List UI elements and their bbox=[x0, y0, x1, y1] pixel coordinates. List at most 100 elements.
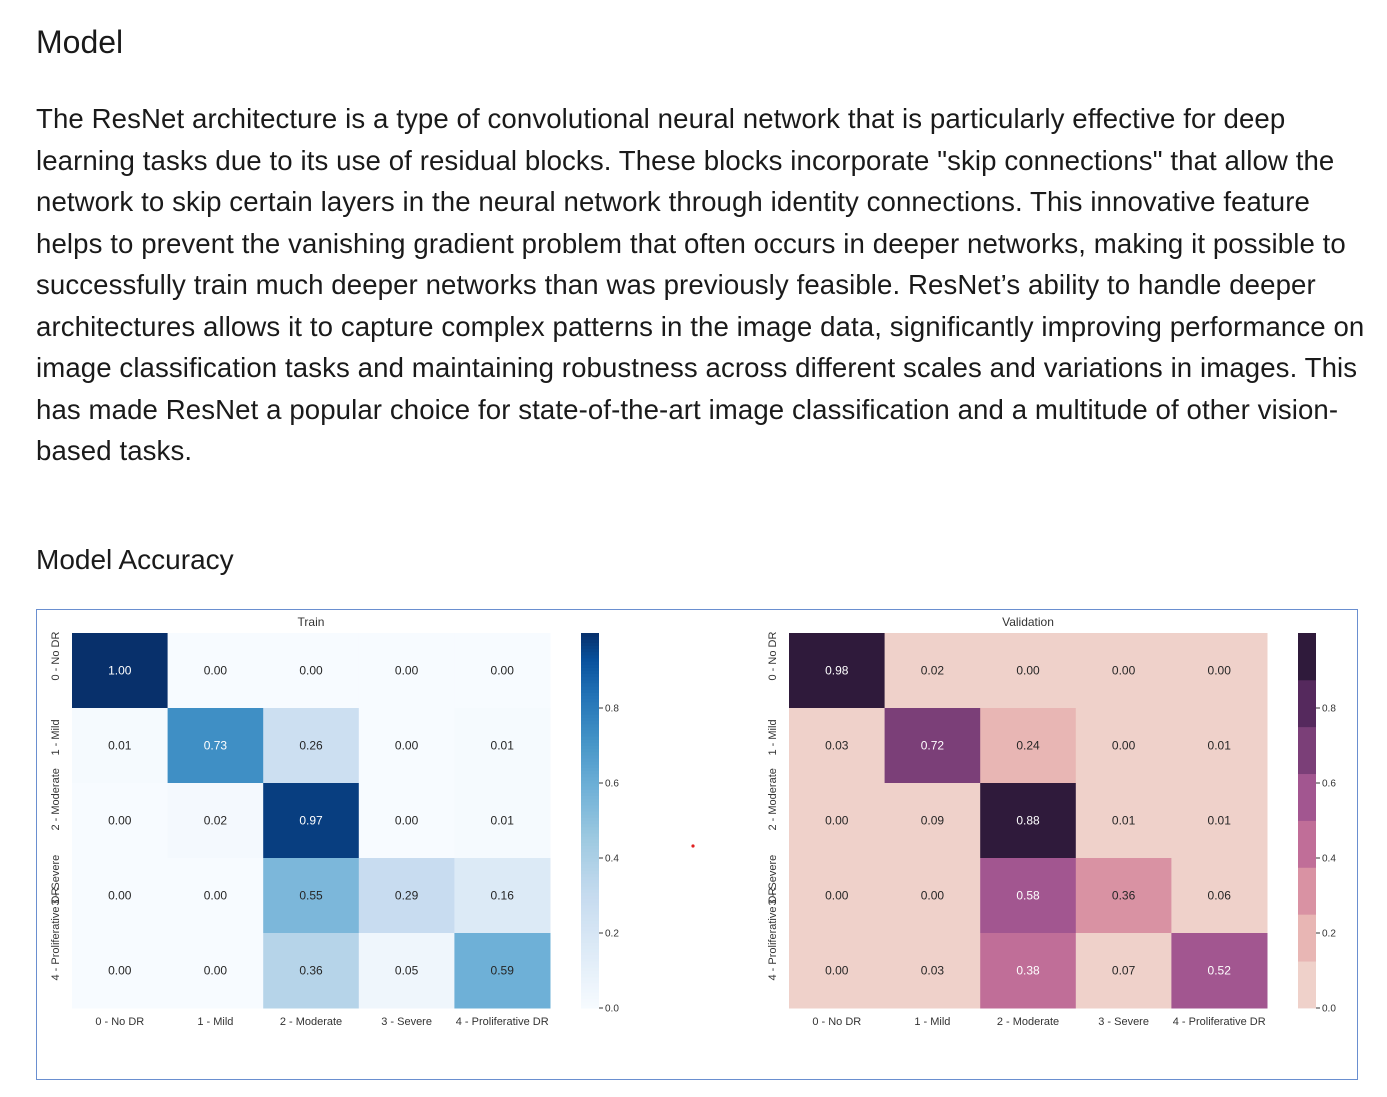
colorbar-band bbox=[581, 904, 599, 909]
x-tick-label: 0 - No DR bbox=[95, 1016, 144, 1028]
cell-value-label: 0.88 bbox=[1016, 814, 1040, 828]
heatmap-cell bbox=[789, 708, 886, 784]
colorbar-band bbox=[581, 679, 599, 684]
cell-value-label: 0.00 bbox=[108, 814, 132, 828]
heatmap-cell bbox=[454, 708, 551, 784]
y-tick-label: 0 - No DR bbox=[50, 632, 62, 681]
colorbar-band bbox=[581, 842, 599, 846]
colorbar-band bbox=[581, 701, 599, 706]
heatmap-cell bbox=[1075, 633, 1172, 709]
colorbar-band bbox=[581, 929, 599, 934]
heatmap-cell bbox=[884, 933, 981, 1009]
colorbar-band bbox=[581, 958, 599, 962]
x-tick-label: 4 - Proliferative DR bbox=[456, 1016, 549, 1028]
colorbar-band bbox=[581, 908, 599, 912]
colorbar-band bbox=[581, 895, 599, 900]
colorbar-band bbox=[581, 754, 599, 759]
heatmap-cell bbox=[72, 933, 169, 1009]
colorbar-band bbox=[581, 739, 599, 743]
colorbar-band bbox=[581, 917, 599, 921]
colorbar-band bbox=[581, 726, 599, 731]
colorbar-band bbox=[581, 798, 599, 803]
colorbar-tick-label: 0.4 bbox=[1322, 854, 1336, 865]
colorbar-band bbox=[1298, 773, 1316, 821]
page-title: Model bbox=[36, 24, 124, 60]
colorbar-band bbox=[581, 814, 599, 818]
cell-value-label: 0.01 bbox=[1208, 814, 1232, 828]
colorbar-band bbox=[581, 711, 599, 715]
cell-value-label: 0.00 bbox=[204, 889, 228, 903]
colorbar-band bbox=[581, 901, 599, 906]
colorbar-tick-label: 0.6 bbox=[605, 779, 619, 790]
heatmap-cell bbox=[72, 858, 169, 934]
colorbar-band bbox=[581, 717, 599, 721]
stray-dot bbox=[691, 844, 695, 848]
cell-value-label: 0.98 bbox=[825, 664, 849, 678]
cell-value-label: 0.97 bbox=[299, 814, 323, 828]
cell-value-label: 0.06 bbox=[1208, 889, 1232, 903]
cell-value-label: 0.02 bbox=[204, 814, 228, 828]
colorbar-band bbox=[581, 995, 599, 1000]
cell-value-label: 0.36 bbox=[1112, 889, 1136, 903]
colorbar-band bbox=[581, 979, 599, 984]
cell-value-label: 0.26 bbox=[299, 739, 323, 753]
heatmap-cell bbox=[358, 783, 455, 859]
colorbar-band bbox=[581, 695, 599, 700]
heatmap-cell bbox=[454, 783, 551, 859]
cell-value-label: 0.00 bbox=[299, 664, 323, 678]
heatmap-cell bbox=[358, 708, 455, 784]
heatmap-cell bbox=[980, 708, 1077, 784]
colorbar-band bbox=[1298, 726, 1316, 775]
colorbar-band bbox=[581, 639, 599, 643]
colorbar-band bbox=[581, 879, 599, 884]
heatmap-cell bbox=[1171, 633, 1268, 709]
colorbar-band bbox=[581, 783, 599, 787]
heatmap-cell bbox=[167, 708, 264, 784]
cell-value-label: 0.73 bbox=[204, 739, 228, 753]
colorbar-band bbox=[581, 770, 599, 775]
confusion-matrix-charts: Train 1.00 0.00 0.00 0.00 0.00 0.01 0.73 0.26 0.0… bbox=[50, 615, 1336, 1028]
cell-value-label: 0.00 bbox=[204, 964, 228, 978]
heatmap-cell bbox=[358, 858, 455, 934]
colorbar-band bbox=[581, 914, 599, 918]
heatmap-cell bbox=[263, 933, 360, 1009]
colorbar-band bbox=[581, 911, 599, 915]
cell-value-label: 0.00 bbox=[395, 664, 419, 678]
colorbar-band bbox=[581, 833, 599, 837]
colorbar: 0.0 0.2 0.4 0.6 0.8 bbox=[581, 633, 619, 1015]
cell-value-label: 0.36 bbox=[299, 964, 323, 978]
colorbar-band bbox=[581, 751, 599, 756]
heatmap-cell bbox=[167, 933, 264, 1009]
heatmap-cell bbox=[72, 633, 169, 709]
heatmap-title: Train bbox=[298, 615, 325, 629]
y-tick-label: 0 - No DR bbox=[767, 632, 779, 681]
cell-value-label: 0.03 bbox=[921, 964, 945, 978]
colorbar-band bbox=[581, 661, 599, 665]
colorbar-band bbox=[1298, 633, 1316, 681]
heatmap-cell bbox=[263, 783, 360, 859]
colorbar-band bbox=[581, 642, 599, 646]
colorbar-band bbox=[581, 683, 599, 687]
cell-value-label: 0.00 bbox=[825, 964, 849, 978]
cell-value-label: 0.01 bbox=[108, 739, 132, 753]
colorbar-band bbox=[581, 795, 599, 800]
colorbar-band bbox=[581, 829, 599, 834]
heatmap-cell bbox=[789, 858, 886, 934]
colorbar-band bbox=[581, 808, 599, 812]
heatmap-train: Train 1.00 0.00 0.00 0.00 0.00 0.01 0.73 0.26 0.0… bbox=[50, 615, 619, 1028]
cell-value-label: 0.00 bbox=[108, 889, 132, 903]
colorbar-band bbox=[581, 998, 599, 1003]
colorbar-band bbox=[581, 704, 599, 709]
cell-value-label: 0.58 bbox=[1016, 889, 1040, 903]
colorbar-band bbox=[1298, 867, 1316, 915]
colorbar-band bbox=[581, 761, 599, 765]
cell-value-label: 0.07 bbox=[1112, 964, 1136, 978]
colorbar-band bbox=[581, 936, 599, 940]
heatmap-cell bbox=[263, 858, 360, 934]
cell-value-label: 0.00 bbox=[395, 814, 419, 828]
colorbar-band bbox=[581, 1001, 599, 1006]
colorbar-band bbox=[581, 939, 599, 943]
colorbar-tick-label: 0.6 bbox=[1322, 779, 1336, 790]
colorbar-band bbox=[581, 786, 599, 790]
colorbar-band bbox=[581, 651, 599, 656]
